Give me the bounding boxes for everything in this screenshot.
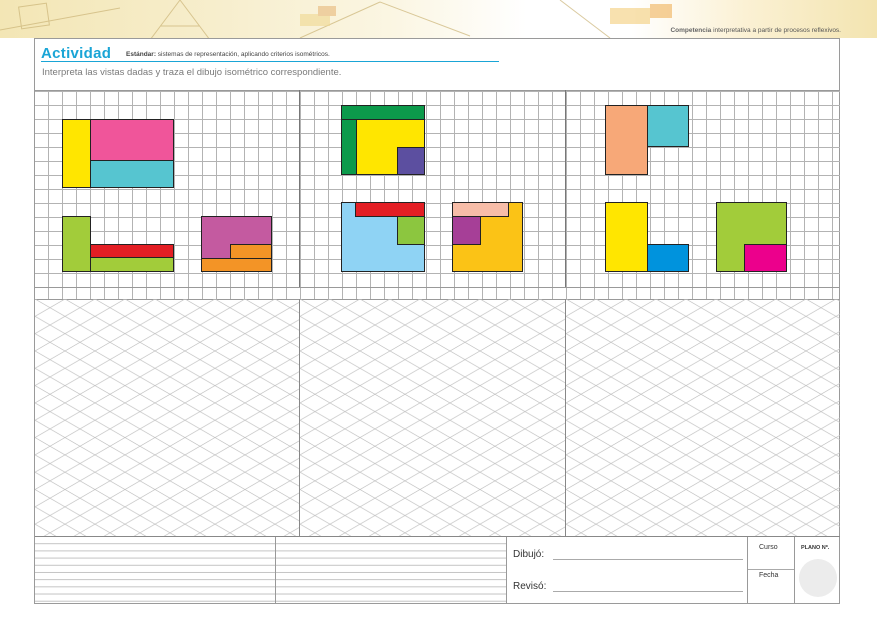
isometric-grid-1: [35, 299, 300, 536]
header-banner: Competencia interpretativa a partir de p…: [0, 0, 877, 38]
exercise-1-top-red: [90, 244, 174, 258]
dibujo-label: Dibujó:: [513, 549, 545, 560]
exercise-2-side-violet: [452, 216, 481, 245]
footer-signatures: Dibujó: Revisó:: [507, 537, 748, 603]
instruction-text: Interpreta las vistas dadas y traza el d…: [42, 67, 342, 78]
exercise-1-side-orange-lower: [201, 258, 272, 272]
footer-notes-middle: [276, 537, 507, 603]
plano-label: PLANO Nº.: [801, 545, 830, 551]
plano-number-circle: [799, 559, 837, 597]
title-block: Dibujó: Revisó: Curso Fecha PLANO Nº.: [35, 536, 840, 603]
exercise-3-front-peach: [605, 105, 648, 175]
exercise-3-front-cyan: [647, 105, 689, 147]
fecha-label: Fecha: [759, 572, 779, 579]
exercise-3-side-pink: [744, 244, 787, 272]
curso-label: Curso: [759, 544, 778, 551]
exercise-2-top-green: [397, 216, 425, 245]
exercise-2-side-salmon: [452, 202, 509, 217]
curso-divider: [748, 569, 794, 570]
exercise-2-front-green-top: [341, 105, 425, 120]
exercise-3-top-blue: [647, 244, 689, 272]
grid-divider-1: [299, 90, 300, 287]
footer-notes-left: [35, 537, 276, 603]
isometric-grid-2: [300, 299, 566, 536]
exercise-3-top-yellow: [605, 202, 648, 272]
reviso-label: Revisó:: [513, 581, 547, 592]
banner-decoration: [0, 0, 672, 38]
activity-title: Actividad: [41, 45, 112, 62]
competencia-text: Competencia interpretativa a partir de p…: [670, 27, 841, 34]
exercise-2-front-purple: [397, 147, 425, 175]
isometric-grid-3: [566, 299, 840, 536]
exercise-2-top-red: [355, 202, 425, 217]
exercise-1-top-green-horizontal: [90, 257, 174, 272]
estandar-text: Estándar: sistemas de representación, ap…: [126, 51, 330, 58]
footer-plano: PLANO Nº.: [795, 537, 840, 603]
reviso-line[interactable]: [553, 591, 743, 592]
title-underline: [41, 61, 499, 62]
exercise-1-front-pink: [90, 119, 174, 161]
dibujo-line[interactable]: [553, 559, 743, 560]
footer-curso-fecha: Curso Fecha: [748, 537, 795, 603]
exercise-1-side-orange-upper: [230, 244, 272, 259]
exercise-1-front-yellow: [62, 119, 91, 188]
exercise-1-top-green-vertical: [62, 216, 91, 272]
exercise-2-front-green-side: [341, 119, 357, 175]
exercise-1-front-cyan: [90, 160, 174, 188]
grid-divider-2: [565, 90, 566, 287]
